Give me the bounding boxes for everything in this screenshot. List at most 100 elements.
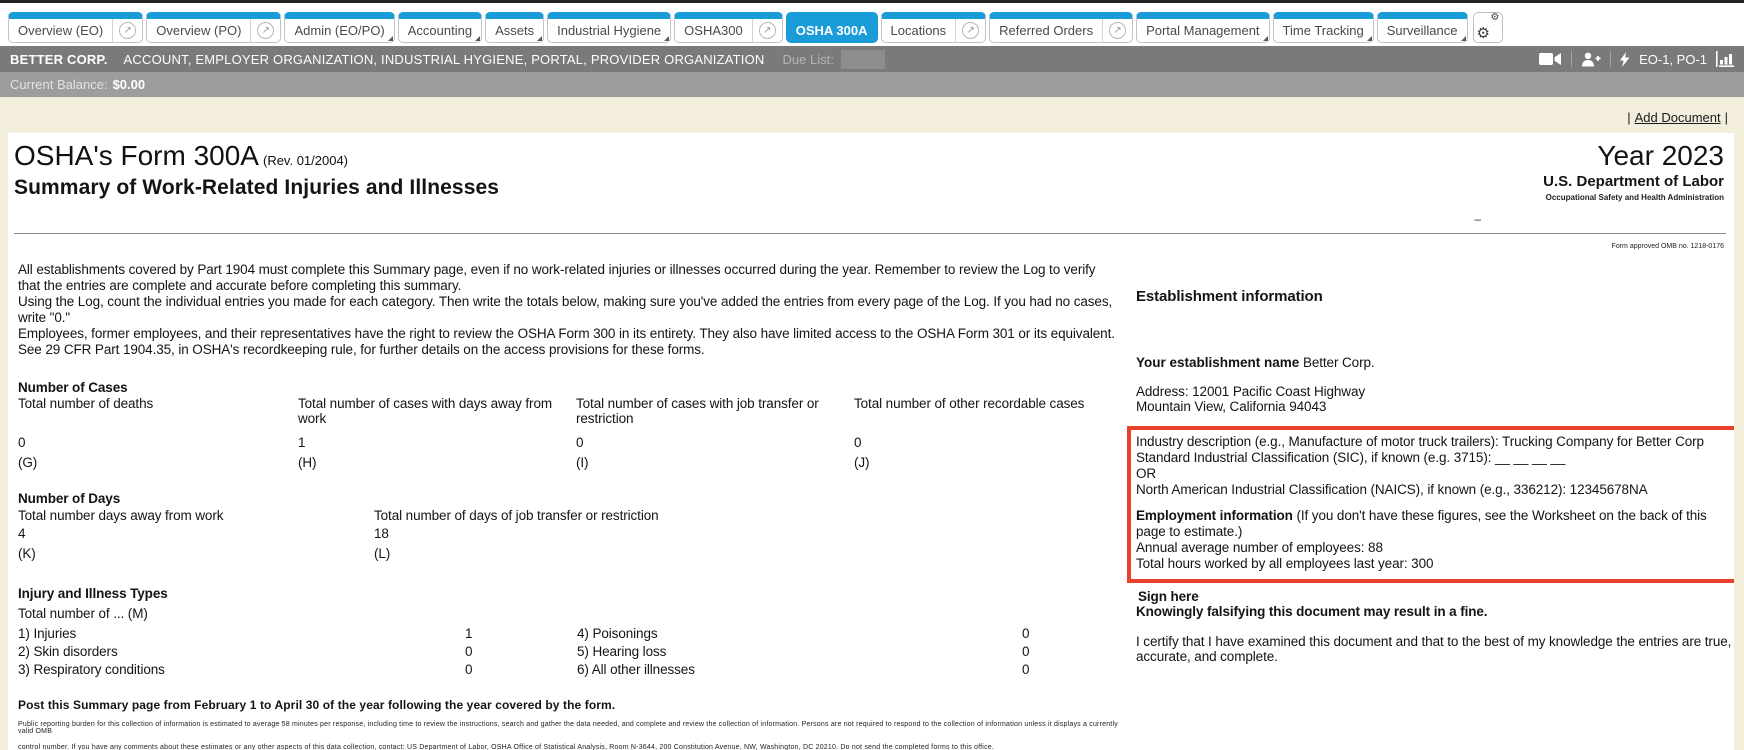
bar-chart-icon[interactable]	[1716, 51, 1734, 67]
days-column: Total number of days of job transfer or …	[374, 508, 1118, 562]
tab-osha-300a[interactable]: OSHA 300A	[785, 12, 878, 43]
injury-row-value: 0	[1022, 644, 1030, 659]
external-link-icon[interactable]: ↗	[250, 19, 280, 42]
settings-gears-button[interactable]: ⚙ ⚙	[1472, 12, 1503, 43]
days-col-value: 18	[374, 526, 389, 541]
injury-row-label: 5) Hearing loss	[577, 644, 667, 659]
cases-col-value: 1	[298, 435, 306, 450]
employment-info-line: Employment information (If you don't hav…	[1136, 508, 1734, 540]
toolbar-divider	[1610, 51, 1612, 67]
injury-types-heading: Injury and Illness Types	[18, 586, 168, 601]
form-body: All establishments covered by Part 1904 …	[14, 262, 1734, 750]
content-page: | Add Document | OSHA's Form 300A (Rev. 01/…	[0, 97, 1744, 750]
naics-line: North American Industrial Classification…	[1136, 482, 1648, 497]
submenu-corner-icon	[664, 36, 670, 41]
cases-col-code: (J)	[854, 455, 870, 470]
tab-referred-orders[interactable]: Referred Orders ↗	[989, 12, 1134, 43]
separator: |	[1724, 110, 1728, 125]
sign-here-heading: Sign here	[1138, 589, 1199, 604]
injury-row-label: 2) Skin disorders	[18, 644, 118, 659]
add-document-link[interactable]: Add Document	[1634, 110, 1721, 125]
tab-surveillance[interactable]: Surveillance	[1376, 12, 1468, 43]
days-col-code: (K)	[18, 546, 36, 561]
tab-label: Industrial Hygiene	[557, 23, 662, 38]
tab-label: OSHA300	[684, 23, 743, 38]
department-label: U.S. Department of Labor	[1543, 173, 1724, 190]
cases-col-label: Total number of deaths	[18, 396, 154, 411]
cases-col-label: Total number of cases with days away fro…	[298, 396, 553, 426]
injury-row-label: 3) Respiratory conditions	[18, 662, 165, 677]
due-list-value-box[interactable]	[840, 49, 885, 69]
injury-types-table: 1) Injuries 1 4) Poisonings 0 2) Skin di…	[18, 625, 1118, 679]
window-top-border	[0, 0, 1744, 3]
injury-row-value: 0	[1022, 626, 1030, 641]
tab-overview-po[interactable]: Overview (PO) ↗	[146, 12, 282, 43]
tab-osha300[interactable]: OSHA300 ↗	[674, 12, 783, 43]
current-balance-value: $0.00	[112, 77, 146, 92]
due-list-label: Due List:	[782, 51, 834, 67]
document-actions-row: | Add Document |	[0, 97, 1744, 133]
establishment-address: Address: 12001 Pacific Coast Highway Mou…	[1127, 384, 1734, 414]
collapse-dash: –	[1474, 212, 1481, 226]
tab-label: Portal Management	[1146, 23, 1260, 38]
current-balance-label: Current Balance:	[10, 77, 108, 92]
industry-description-line: Industry description (e.g., Manufacture …	[1136, 434, 1704, 449]
person-add-icon[interactable]	[1581, 52, 1601, 67]
form-header: OSHA's Form 300A (Rev. 01/2004) Summary o…	[14, 140, 1726, 230]
employment-info-note: (If you don't have these figures, see th…	[1136, 508, 1707, 539]
tab-label: Time Tracking	[1282, 23, 1364, 38]
tab-label: Accounting	[407, 23, 473, 38]
tab-label: Locations	[890, 23, 947, 38]
address-line: Address: 12001 Pacific Coast Highway	[1136, 384, 1366, 399]
external-link-icon[interactable]: ↗	[112, 19, 142, 42]
cases-column: Total number of cases with days away fro…	[298, 396, 576, 471]
days-col-label: Total number days away from work	[18, 508, 224, 523]
injury-row-value: 0	[465, 662, 473, 677]
form-title: OSHA's Form 300A	[14, 140, 259, 171]
tab-overview-eo[interactable]: Overview (EO) ↗	[8, 12, 144, 43]
cases-col-value: 0	[854, 435, 862, 450]
or-line: OR	[1136, 466, 1157, 481]
submenu-corner-icon	[1366, 36, 1372, 41]
tab-label: Referred Orders	[999, 23, 1094, 38]
injury-row-value: 0	[465, 644, 473, 659]
cases-col-value: 0	[576, 435, 584, 450]
external-link-icon[interactable]: ↗	[1102, 19, 1132, 42]
days-col-value: 4	[18, 526, 26, 541]
tab-label: OSHA 300A	[795, 23, 868, 38]
paperwork-burden-note: Public reporting burden for this collect…	[18, 721, 1118, 735]
tab-accounting[interactable]: Accounting	[397, 12, 483, 43]
tab-industrial-hygiene[interactable]: Industrial Hygiene	[547, 12, 672, 43]
external-link-icon[interactable]: ↗	[751, 19, 782, 42]
submenu-corner-icon	[475, 36, 481, 41]
submenu-corner-icon	[1262, 36, 1268, 41]
video-camera-icon[interactable]	[1539, 52, 1562, 66]
tab-assets[interactable]: Assets	[485, 12, 545, 43]
cases-column: Total number of other recordable cases 0…	[854, 396, 1118, 471]
injury-types-subheading: Total number of ... (M)	[18, 606, 148, 621]
tab-label: Assets	[495, 23, 535, 38]
external-link-icon: ↗	[119, 22, 137, 39]
days-col-label: Total number of days of job transfer or …	[374, 508, 659, 523]
omb-approval-note: Form approved OMB no. 1218-0176	[1611, 243, 1724, 250]
tab-admin-eo-po[interactable]: Admin (EO/PO)	[284, 12, 395, 43]
organization-categories: ACCOUNT, EMPLOYER ORGANIZATION, INDUSTRI…	[123, 51, 765, 67]
employment-info-label: Employment information	[1136, 508, 1293, 523]
lightning-icon[interactable]	[1620, 51, 1630, 67]
tab-locations[interactable]: Locations ↗	[880, 12, 987, 43]
tab-label: Overview (PO)	[156, 23, 242, 38]
number-of-days-table: Total number days away from work 4 (K) T…	[18, 508, 1118, 562]
submenu-corner-icon	[537, 36, 543, 41]
sic-line: Standard Industrial Classification (SIC)…	[1136, 450, 1566, 465]
cases-col-code: (H)	[298, 455, 317, 470]
external-link-icon[interactable]: ↗	[955, 19, 985, 42]
days-col-code: (L)	[374, 546, 391, 561]
external-link-icon: ↗	[257, 22, 275, 39]
establishment-info-heading: Establishment information	[1136, 288, 1323, 305]
toolbar-divider	[1571, 51, 1573, 67]
cases-column: Total number of cases with job transfer …	[576, 396, 854, 471]
establishment-column: Establishment information Your establish…	[1127, 262, 1734, 664]
tab-time-tracking[interactable]: Time Tracking	[1272, 12, 1374, 43]
tab-portal-management[interactable]: Portal Management	[1136, 12, 1270, 43]
injury-row-label: 4) Poisonings	[577, 626, 658, 641]
